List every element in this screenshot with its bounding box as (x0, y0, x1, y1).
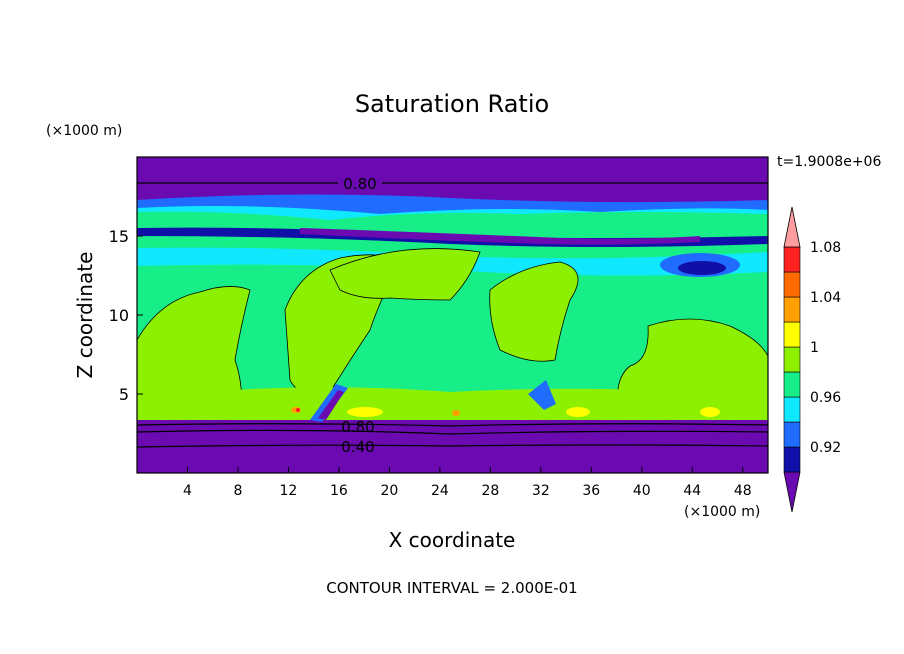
chart-title: Saturation Ratio (355, 90, 549, 118)
x-tick-label: 8 (233, 483, 242, 499)
colorbar-swatch (783, 396, 801, 423)
colorbar: 0.92 0.96 1 1.04 1.08 (783, 206, 841, 513)
y-axis-title: Z coordinate (73, 252, 97, 379)
x-tick-label: 32 (532, 483, 550, 499)
colorbar-top-arrow (783, 206, 801, 248)
y-axis-ticks: 5 10 15 (109, 227, 143, 404)
x-tick-label: 40 (633, 483, 651, 499)
contour-interval-note: CONTOUR INTERVAL = 2.000E-01 (326, 579, 577, 597)
x-tick-label: 44 (683, 483, 701, 499)
contour-label-1: 0.80 (343, 175, 376, 193)
time-label: t=1.9008e+06 (777, 154, 881, 170)
x-tick-label: 16 (330, 483, 348, 499)
colorbar-label: 1.08 (810, 240, 841, 256)
updraft-streak-3 (528, 380, 556, 410)
x-tick-label: 24 (431, 483, 449, 499)
orange-spot-2 (452, 410, 460, 416)
yellow-spot-2 (566, 407, 590, 417)
contour-line-1 (137, 423, 768, 427)
colorbar-label: 1 (810, 340, 819, 356)
y-tick-label: 5 (119, 385, 129, 404)
yellow-spot-1 (347, 407, 383, 417)
colorbar-swatch (783, 321, 801, 348)
contour-label-3: 0.40 (341, 438, 374, 456)
x-units-label: (×1000 m) (684, 504, 760, 520)
cloud-3 (329, 248, 481, 301)
contour-label-2: 0.80 (341, 418, 374, 436)
colorbar-label: 1.04 (810, 290, 841, 306)
yellow-spot-3 (700, 407, 720, 417)
colorbar-swatch (783, 246, 801, 273)
colorbar-swatch (783, 371, 801, 398)
x-tick-label: 28 (481, 483, 499, 499)
red-spot-1 (296, 408, 300, 412)
updraft-streak-2 (318, 390, 344, 420)
x-axis-ticks: 4 8 12 16 20 24 28 32 36 40 44 48 (183, 467, 752, 499)
y-tick-label: 10 (109, 306, 129, 325)
colorbar-swatch (783, 446, 801, 473)
x-axis-title: X coordinate (389, 528, 516, 552)
colorbar-label: 0.92 (810, 440, 841, 456)
x-tick-label: 36 (582, 483, 600, 499)
x-tick-label: 4 (183, 483, 192, 499)
colorbar-swatch (783, 421, 801, 448)
colorbar-swatch (783, 271, 801, 298)
y-tick-label: 15 (109, 227, 129, 246)
x-tick-label: 48 (734, 483, 752, 499)
cloud-low (137, 387, 768, 420)
contour-line-2 (137, 429, 768, 435)
contour-line-3 (137, 444, 768, 448)
colorbar-swatch (783, 296, 801, 323)
cloud-4 (489, 261, 579, 362)
band-purple-jet (300, 228, 700, 245)
x-tick-label: 20 (380, 483, 398, 499)
dry-layer-lower (137, 421, 768, 473)
colorbar-label: 0.96 (810, 390, 841, 406)
darkblue-blob-right (678, 261, 726, 275)
x-tick-label: 12 (280, 483, 298, 499)
colorbar-bottom-arrow (783, 471, 801, 513)
contour-field (137, 157, 768, 473)
cloud-1 (137, 286, 251, 419)
contour-label-bg-1 (338, 174, 382, 192)
colorbar-swatch (783, 346, 801, 373)
z-units-label: (×1000 m) (46, 123, 122, 139)
